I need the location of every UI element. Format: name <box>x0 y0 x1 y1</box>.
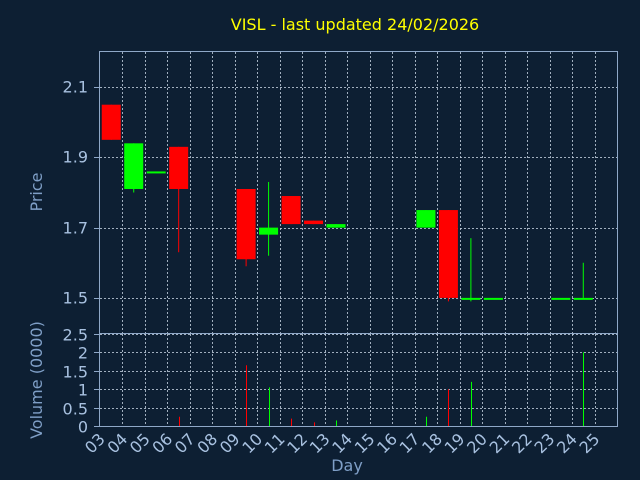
volume-tick-label: 2 <box>78 344 88 363</box>
day-tick-labels: 0304050607080910111213141516171819202122… <box>81 429 603 457</box>
price-tick-labels: 1.5 1.7 1.9 2.1 <box>63 78 88 308</box>
price-panel-frame <box>99 51 618 334</box>
volume-grid <box>94 334 617 427</box>
candle-body <box>304 220 324 225</box>
candle-body <box>483 297 503 300</box>
price-tick-label: 2.1 <box>63 78 88 97</box>
candle-body <box>416 210 436 228</box>
volume-panel-frame <box>99 333 618 427</box>
candle-body <box>146 171 166 174</box>
volume-tick-label: 1.5 <box>63 363 88 382</box>
candle-body <box>461 297 481 300</box>
candle-body <box>259 227 279 235</box>
x-axis-label: Day <box>331 456 363 475</box>
candle-body <box>236 188 256 260</box>
candle-body <box>573 297 593 300</box>
candles <box>101 104 593 302</box>
volume-tick-label: 1 <box>78 381 88 400</box>
volume-tick-label: 2.5 <box>63 326 88 345</box>
candle-body <box>281 196 301 225</box>
price-tick-label: 1.5 <box>63 289 88 308</box>
price-tick-label: 1.9 <box>63 148 88 167</box>
candle-body <box>101 104 121 140</box>
candle-body <box>124 143 144 189</box>
price-tick-label: 1.7 <box>63 219 88 238</box>
volume-bars <box>179 352 584 426</box>
candle-body <box>438 210 458 298</box>
volume-tick-label: 0.5 <box>63 400 88 419</box>
day-tick-label: 25 <box>576 429 604 457</box>
chart-title: VISL - last updated 24/02/2026 <box>231 15 479 34</box>
candle-body <box>326 224 346 228</box>
volume-tick-labels: 00.511.522.5 <box>63 326 88 437</box>
candle-body <box>169 146 189 189</box>
volume-tick-label: 0 <box>78 418 88 437</box>
candle-body <box>551 297 571 300</box>
volume-axis-label: Volume (0000) <box>27 321 46 439</box>
price-grid <box>94 52 617 333</box>
price-axis-label: Price <box>27 172 46 211</box>
